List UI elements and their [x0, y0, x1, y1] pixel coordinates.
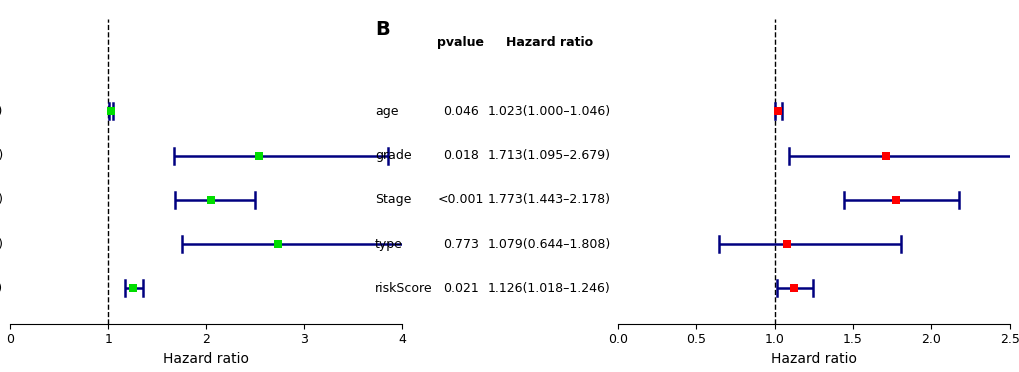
Text: 2.538(1.671–3.855): 2.538(1.671–3.855)	[0, 149, 3, 162]
Text: Hazard ratio: Hazard ratio	[505, 36, 592, 49]
Text: Stage: Stage	[374, 193, 411, 206]
Text: 0.018: 0.018	[442, 149, 479, 162]
Text: grade: grade	[374, 149, 411, 162]
Text: 1.258(1.167–1.355): 1.258(1.167–1.355)	[0, 282, 3, 295]
Text: 0.046: 0.046	[442, 105, 478, 118]
Text: 2.729(1.754–4.245): 2.729(1.754–4.245)	[0, 238, 3, 251]
X-axis label: Hazard ratio: Hazard ratio	[770, 352, 856, 366]
Text: 1.023(1.000–1.046): 1.023(1.000–1.046)	[487, 105, 610, 118]
Text: age: age	[374, 105, 397, 118]
Text: pvalue: pvalue	[437, 36, 484, 49]
Text: riskScore: riskScore	[374, 282, 432, 295]
Text: 1.126(1.018–1.246): 1.126(1.018–1.246)	[487, 282, 610, 295]
Text: type: type	[374, 238, 403, 251]
Text: 0.021: 0.021	[442, 282, 478, 295]
Text: 0.773: 0.773	[442, 238, 479, 251]
Text: 1.030(1.008–1.053): 1.030(1.008–1.053)	[0, 105, 3, 118]
Text: B: B	[374, 20, 389, 39]
Text: 2.046(1.678–2.495): 2.046(1.678–2.495)	[0, 193, 3, 206]
Text: <0.001: <0.001	[437, 193, 484, 206]
Text: 1.079(0.644–1.808): 1.079(0.644–1.808)	[487, 238, 610, 251]
Text: 1.713(1.095–2.679): 1.713(1.095–2.679)	[487, 149, 610, 162]
Text: 1.773(1.443–2.178): 1.773(1.443–2.178)	[487, 193, 610, 206]
X-axis label: Hazard ratio: Hazard ratio	[163, 352, 249, 366]
